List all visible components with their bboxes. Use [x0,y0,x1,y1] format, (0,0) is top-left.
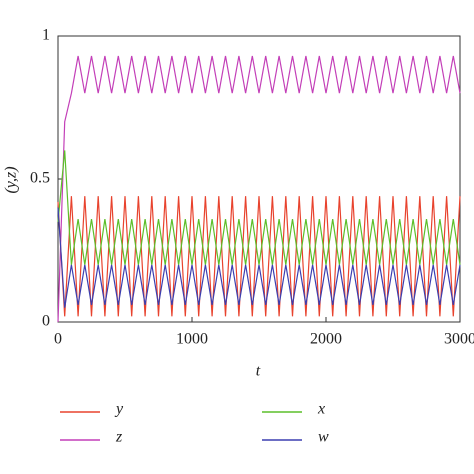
x-tick-label: 0 [54,331,62,348]
x-tick-label: 1000 [176,331,208,348]
legend-label: x [317,401,325,418]
x-tick-label: 3000 [444,331,474,348]
x-axis-label: t [256,363,261,380]
y-tick-label: 0 [42,313,50,330]
plot-frame [57,35,461,323]
x-tick-label: 2000 [310,331,342,348]
y-tick-label: 0.5 [30,170,50,187]
series-line [57,207,461,308]
series-line [57,196,461,317]
y-tick-label: 1 [42,27,50,44]
series-line [57,55,461,323]
series-line [57,150,461,265]
y-axis-label: (y,z) [3,166,20,193]
legend-label: y [114,401,124,418]
legend-label: z [115,429,123,446]
legend-label: w [318,429,329,446]
